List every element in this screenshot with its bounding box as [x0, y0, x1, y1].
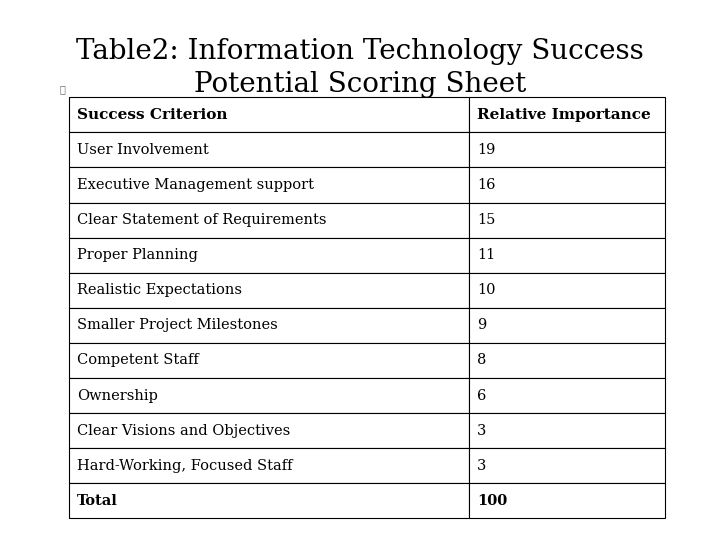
Bar [469, 413, 665, 448]
Bar [469, 378, 665, 413]
Text: Success Criterion: Success Criterion [77, 108, 228, 122]
Bar [469, 238, 665, 273]
Text: ➕: ➕ [59, 84, 66, 94]
Text: Clear Statement of Requirements: Clear Statement of Requirements [77, 213, 327, 227]
Bar [469, 483, 665, 518]
Text: Smaller Project Milestones: Smaller Project Milestones [77, 319, 278, 332]
Text: Hard-Working, Focused Staff: Hard-Working, Focused Staff [77, 459, 293, 472]
Text: 6: 6 [477, 389, 487, 402]
Text: 9: 9 [477, 319, 486, 332]
Text: Proper Planning: Proper Planning [77, 248, 198, 262]
Bar [69, 97, 469, 132]
Bar [69, 167, 469, 202]
Bar [469, 273, 665, 308]
Bar [469, 132, 665, 167]
Text: Competent Staff: Competent Staff [77, 354, 199, 367]
Text: Relative Importance: Relative Importance [477, 108, 651, 122]
Text: Realistic Expectations: Realistic Expectations [77, 284, 243, 297]
Bar [69, 308, 469, 343]
Bar [69, 202, 469, 238]
Bar [69, 378, 469, 413]
Bar [69, 413, 469, 448]
Text: 10: 10 [477, 284, 495, 297]
Bar [69, 132, 469, 167]
Text: Clear Visions and Objectives: Clear Visions and Objectives [77, 424, 291, 437]
Bar [469, 343, 665, 378]
Bar [69, 343, 469, 378]
Text: 19: 19 [477, 143, 495, 157]
Text: Table2: Information Technology Success
Potential Scoring Sheet: Table2: Information Technology Success P… [76, 38, 644, 98]
Text: 16: 16 [477, 178, 495, 192]
Text: Executive Management support: Executive Management support [77, 178, 315, 192]
Bar [469, 97, 665, 132]
Bar [69, 273, 469, 308]
Text: 100: 100 [477, 494, 508, 508]
Text: 3: 3 [477, 424, 487, 437]
Text: Ownership: Ownership [77, 389, 158, 402]
Text: 3: 3 [477, 459, 487, 472]
Text: User Involvement: User Involvement [77, 143, 209, 157]
Bar [469, 202, 665, 238]
Bar [69, 483, 469, 518]
Bar [469, 167, 665, 202]
Bar [69, 448, 469, 483]
Text: Total: Total [77, 494, 118, 508]
Bar [469, 308, 665, 343]
Bar [469, 448, 665, 483]
Text: 11: 11 [477, 248, 495, 262]
Text: 8: 8 [477, 354, 487, 367]
Bar [69, 238, 469, 273]
Text: 15: 15 [477, 213, 495, 227]
